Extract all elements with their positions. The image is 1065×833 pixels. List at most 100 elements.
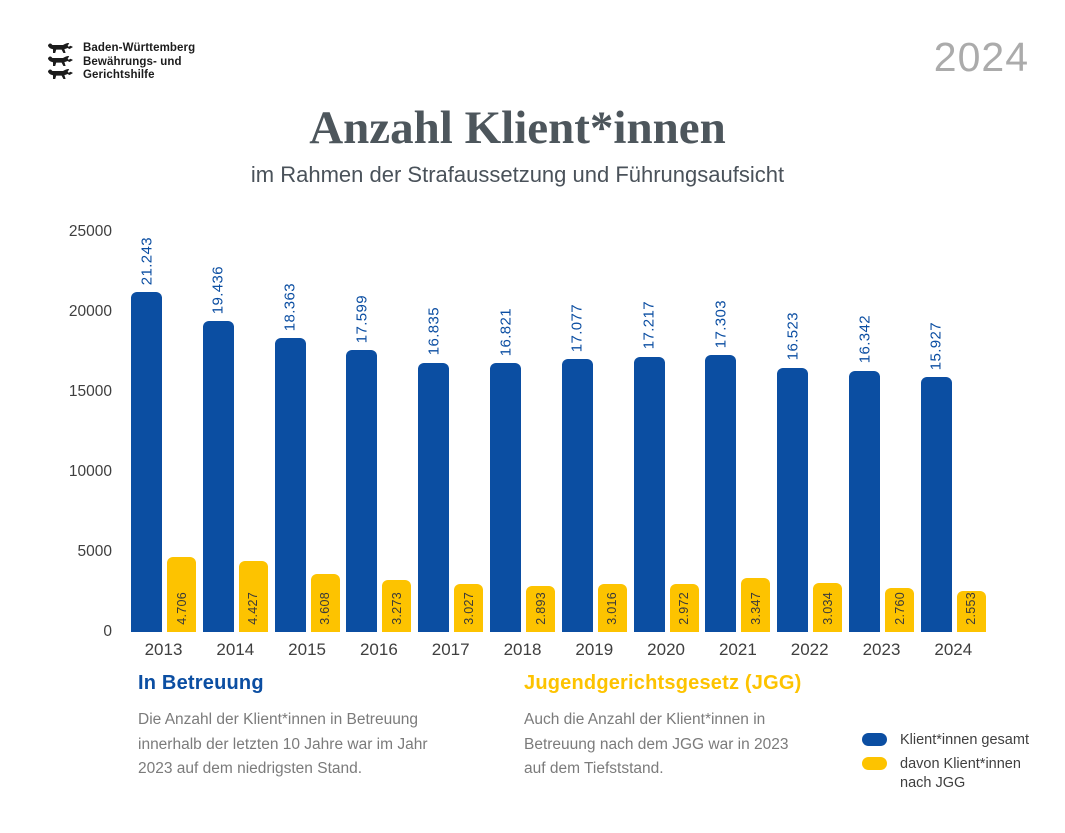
bar-jgg: 2.972 — [669, 584, 699, 632]
y-tick-label: 15000 — [68, 383, 112, 400]
section-body: Die Anzahl der Klient*innen in Betreuung… — [138, 708, 468, 782]
y-tick-label: 20000 — [68, 303, 112, 320]
legend-label: Klient*innen gesamt — [900, 732, 1029, 748]
logo-text-line: Gerichtshilfe — [83, 69, 155, 81]
bar-total-value: 16.835 — [425, 307, 443, 356]
section-body-line: Betreuung nach dem JGG war in 2023 — [524, 735, 789, 753]
legend-item-jgg: davon Klient*innen nach JGG — [862, 755, 1029, 793]
x-tick-label: 2016 — [359, 640, 398, 659]
bar-jgg-value: 3.027 — [461, 592, 476, 625]
bar-jgg: 3.347 — [741, 578, 771, 632]
y-axis: 0 5000 10000 15000 20000 25000 — [56, 0, 112, 700]
bar-total-value: 17.599 — [353, 295, 371, 344]
bar-jgg-value: 2.760 — [892, 592, 907, 625]
bar-total-value: 21.243 — [138, 236, 155, 286]
bw-lion-icon — [48, 55, 73, 66]
year-group: 19.436 4.427 2014 — [202, 222, 268, 659]
bar-jgg-value: 2.972 — [677, 592, 692, 625]
legend-item-total: Klient*innen gesamt — [862, 731, 1029, 750]
year-group: 16.342 2.760 2023 — [849, 222, 914, 659]
x-tick-label: 2014 — [216, 640, 255, 659]
bw-three-lions-icon — [46, 42, 74, 80]
bar-total-value: 16.523 — [784, 312, 802, 361]
bar-jgg-value: 2.553 — [964, 592, 979, 625]
bw-logo: Baden-Württemberg Bewährungs- und Gerich… — [46, 42, 195, 83]
section-jgg: Jugendgerichtsgesetz (JGG) Auch die Anza… — [524, 672, 854, 782]
section-heading: Jugendgerichtsgesetz (JGG) — [524, 672, 802, 694]
bar-total-value: 17.303 — [712, 299, 730, 349]
bar-total: 16.523 — [777, 312, 809, 632]
bar-total: 19.436 — [202, 266, 234, 632]
year-group: 17.599 3.273 2016 — [346, 222, 412, 659]
x-tick-label: 2021 — [718, 640, 757, 659]
x-tick-label: 2020 — [647, 640, 685, 659]
section-heading: In Betreuung — [138, 672, 264, 694]
year-group: 16.835 3.027 2017 — [418, 222, 484, 659]
bar-jgg: 2.553 — [956, 591, 986, 632]
section-body: Auch die Anzahl der Klient*innen in Betr… — [524, 708, 854, 782]
bar-total-value: 17.077 — [568, 303, 586, 352]
year-badge: 2024 — [933, 34, 1029, 80]
x-tick-label: 2013 — [144, 640, 183, 659]
x-tick-label: 2024 — [934, 640, 973, 659]
bar-total: 17.303 — [705, 300, 737, 632]
year-group: 21.243 4.706 2013 — [131, 222, 196, 659]
legend-label: davon Klient*innen nach JGG — [900, 755, 1021, 793]
logo-text: Baden-Württemberg Bewährungs- und Gerich… — [83, 42, 195, 83]
chart-legend: Klient*innen gesamt davon Klient*innen n… — [862, 731, 1029, 798]
page-title: Anzahl Klient*innen — [309, 102, 726, 154]
bar-jgg-value: 3.608 — [318, 592, 333, 625]
legend-label-line: davon Klient*innen — [900, 756, 1021, 772]
bar-total-value: 16.821 — [497, 307, 514, 356]
x-tick-label: 2017 — [431, 640, 470, 659]
bw-lion-icon — [48, 42, 73, 53]
logo-text-line: Baden-Württemberg — [83, 42, 196, 54]
x-tick-label: 2022 — [790, 640, 829, 659]
year-group: 18.363 3.608 2015 — [274, 222, 340, 659]
section-body-line: Die Anzahl der Klient*innen in Betreuung — [138, 711, 419, 728]
bar-total: 16.835 — [418, 307, 450, 632]
x-tick-label: 2015 — [288, 640, 326, 659]
x-tick-label: 2019 — [575, 640, 614, 659]
page-subtitle: im Rahmen der Strafaussetzung und Führun… — [250, 162, 785, 187]
section-body-line: 2023 auf dem niedrigsten Stand. — [138, 760, 363, 777]
bar-jgg-value: 2.893 — [533, 592, 548, 625]
year-group: 15.927 2.553 2024 — [920, 222, 986, 659]
bar-total-value: 17.217 — [640, 301, 658, 350]
bar-jgg-value: 3.016 — [605, 592, 620, 625]
legend-label-line: nach JGG — [900, 775, 966, 791]
year-group: 16.821 2.893 2018 — [490, 222, 555, 659]
bar-jgg: 2.893 — [526, 585, 555, 632]
bar-total-value: 18.363 — [281, 282, 299, 332]
bar-jgg: 3.034 — [813, 583, 843, 632]
bar-jgg-value: 3.273 — [389, 592, 404, 625]
year-group: 17.217 2.972 2020 — [633, 222, 699, 659]
bar-total: 16.821 — [490, 308, 521, 632]
year-group: 17.077 3.016 2019 — [561, 222, 627, 659]
legend-swatch-total — [862, 733, 887, 746]
bar-jgg-value: 4.706 — [174, 592, 189, 625]
bar-jgg: 2.760 — [885, 587, 914, 632]
bar-total-value: 15.927 — [927, 321, 945, 371]
year-group: 17.303 3.347 2021 — [705, 222, 771, 659]
bar-total: 16.342 — [849, 315, 880, 632]
bar-total: 17.599 — [346, 295, 378, 632]
bar-total: 18.363 — [274, 283, 306, 632]
bar-jgg-value: 4.427 — [246, 592, 261, 625]
bar-jgg: 3.608 — [310, 574, 340, 632]
bar-jgg: 3.016 — [597, 583, 627, 632]
bar-jgg: 4.427 — [238, 561, 268, 632]
section-body-line: Auch die Anzahl der Klient*innen in — [524, 711, 766, 728]
bar-jgg-value: 3.034 — [820, 592, 835, 625]
logo-text-line: Bewährungs- und — [83, 55, 182, 68]
x-tick-label: 2023 — [862, 640, 901, 659]
legend-swatch-jgg — [862, 757, 887, 770]
bar-total-value: 16.342 — [856, 315, 873, 364]
section-body-line: innerhalb der letzten 10 Jahre war im Ja… — [138, 735, 428, 753]
y-tick-label: 10000 — [68, 463, 112, 480]
bar-jgg: 4.706 — [167, 556, 196, 632]
bar-total: 17.077 — [561, 304, 593, 632]
section-body-line: auf dem Tiefststand. — [524, 760, 664, 777]
bar-jgg-value: 3.347 — [748, 592, 763, 625]
